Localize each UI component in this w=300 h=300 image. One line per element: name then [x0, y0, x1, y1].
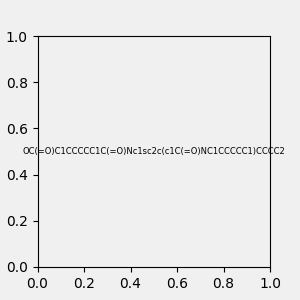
Text: OC(=O)C1CCCCC1C(=O)Nc1sc2c(c1C(=O)NC1CCCCC1)CCCC2: OC(=O)C1CCCCC1C(=O)Nc1sc2c(c1C(=O)NC1CCC…	[22, 147, 285, 156]
